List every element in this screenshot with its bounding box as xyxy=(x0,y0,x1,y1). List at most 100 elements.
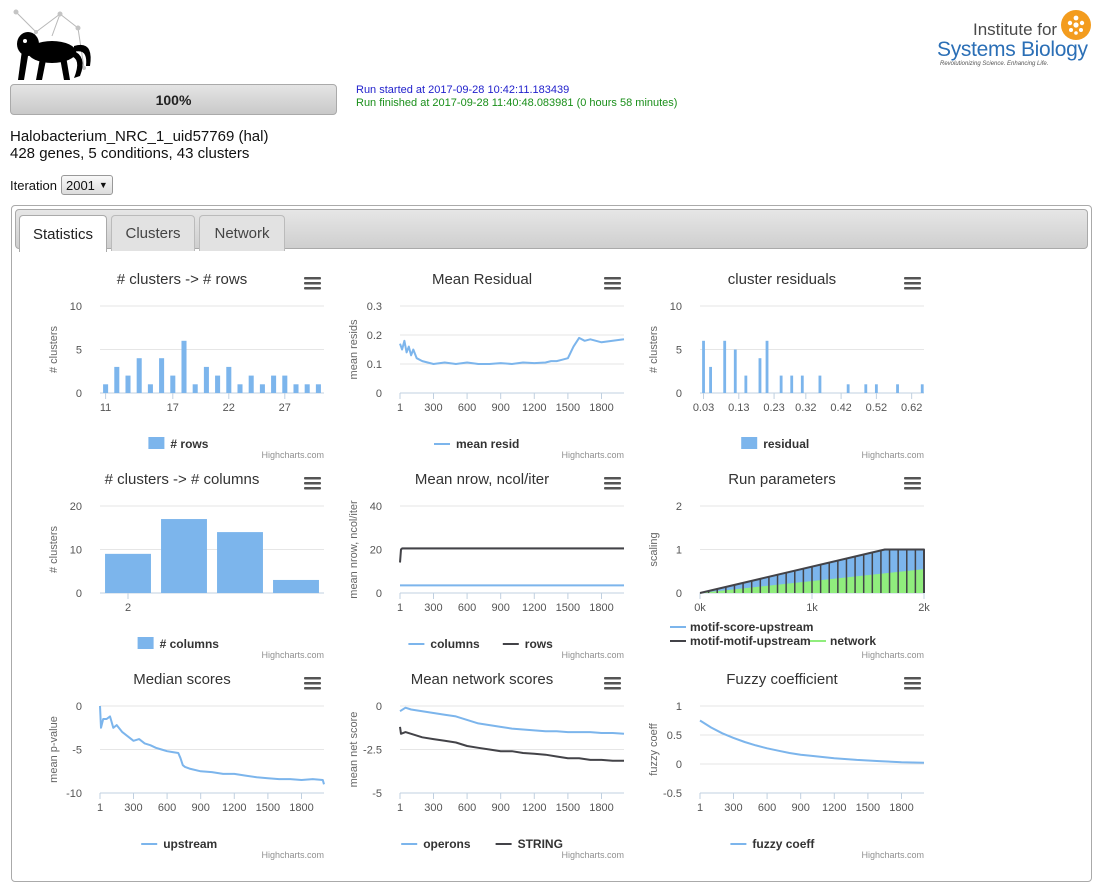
menu-icon-bar xyxy=(304,677,321,680)
menu-icon-bar xyxy=(904,482,921,485)
tab-network-label: Network xyxy=(214,225,270,242)
rows-xtick: 11 xyxy=(100,402,111,414)
cres-bar xyxy=(723,340,727,393)
iteration-row: Iteration 2001 ▼ xyxy=(10,175,113,195)
cres-legend-label: residual xyxy=(763,437,809,451)
cres-bar xyxy=(864,384,868,393)
median-title: Median scores xyxy=(133,671,231,688)
tab-strip: Statistics Clusters Network xyxy=(15,209,1088,252)
fuzzy-title: Fuzzy coefficient xyxy=(726,671,838,688)
params-ytick: 1 xyxy=(676,545,682,557)
isb-logo-line2: Systems Biology xyxy=(937,38,1088,61)
nrow-xtick: 1800 xyxy=(589,602,613,614)
median-ytick: -10 xyxy=(66,788,82,800)
netscore-xtick: 600 xyxy=(458,802,476,814)
rows-legend-label: # rows xyxy=(170,437,208,451)
cols-bar xyxy=(105,553,151,593)
cres-bar xyxy=(779,375,783,393)
monkey-logo xyxy=(8,6,94,82)
cres-bar xyxy=(765,340,769,393)
cres-bar xyxy=(846,384,850,393)
rows-ytick: 5 xyxy=(76,345,82,357)
chart-fuzzy-coefficient: Fuzzy coefficient fuzzy coeff -0.5 0 0.5 1 1 30… xyxy=(632,662,932,862)
menu-icon[interactable] xyxy=(904,277,921,290)
resid-ylabel: mean resids xyxy=(348,319,360,379)
chart-network-scores: Mean network scores mean net score -5 -2.5 0… xyxy=(332,662,632,862)
netscore-xtick: 900 xyxy=(492,802,510,814)
median-xtick: 1500 xyxy=(256,802,280,814)
menu-icon-bar xyxy=(304,687,321,690)
median-legend-label: upstream xyxy=(163,837,217,851)
fuzzy-xtick: 1200 xyxy=(822,802,846,814)
menu-icon[interactable] xyxy=(904,677,921,690)
params-title: Run parameters xyxy=(728,471,836,488)
cres-xtick: 0.62 xyxy=(901,402,922,414)
median-xtick: 1200 xyxy=(222,802,246,814)
isb-logo-tagline: Revolutionizing Science. Enhancing Life. xyxy=(940,61,1049,67)
netscore-ytick: -2.5 xyxy=(363,745,382,757)
menu-icon[interactable] xyxy=(904,477,921,490)
menu-icon[interactable] xyxy=(304,477,321,490)
cres-bar xyxy=(744,375,748,393)
menu-icon[interactable] xyxy=(604,277,621,290)
rows-bar xyxy=(103,384,109,393)
cols-credit: Highcharts.com xyxy=(261,650,324,660)
menu-icon-bar xyxy=(904,677,921,680)
params-ytick: 0 xyxy=(676,588,682,600)
netscore-legend-label: operons xyxy=(423,837,471,851)
params-area-network xyxy=(700,569,924,593)
rows-bar xyxy=(136,358,142,393)
iteration-value: 2001 xyxy=(65,177,95,193)
run-info: Run started at 2017-09-28 10:42:11.18343… xyxy=(356,84,677,110)
resid-credit: Highcharts.com xyxy=(561,450,624,460)
netscore-line-operons xyxy=(399,706,625,735)
menu-icon-bar xyxy=(304,682,321,685)
tab-clusters[interactable]: Clusters xyxy=(111,215,195,251)
nrow-ytick: 0 xyxy=(376,588,382,600)
nrow-xtick: 1200 xyxy=(522,602,546,614)
params-legend-label: network xyxy=(830,634,876,648)
resid-xtick: 900 xyxy=(492,402,510,414)
rows-bar xyxy=(315,384,321,393)
organism-summary: 428 genes, 5 conditions, 43 clusters xyxy=(10,145,250,162)
menu-icon[interactable] xyxy=(304,677,321,690)
progress-label: 100% xyxy=(155,91,192,108)
resid-ytick: 0.3 xyxy=(367,301,382,313)
menu-icon-bar xyxy=(904,682,921,685)
resid-ytick: 0.1 xyxy=(367,359,382,371)
menu-icon[interactable] xyxy=(304,277,321,290)
rows-xtick: 17 xyxy=(167,402,179,414)
fuzzy-legend-label: fuzzy coeff xyxy=(752,837,815,851)
cres-xtick: 0.23 xyxy=(763,402,784,414)
cols-bar xyxy=(217,532,263,593)
statistics-panel: Statistics Clusters Network xyxy=(11,205,1092,882)
chart-mean-residual: Mean Residual mean resids 0 0.1 0.2 0.3 1 300 60… xyxy=(332,262,632,462)
tab-statistics[interactable]: Statistics xyxy=(19,215,107,252)
menu-icon[interactable] xyxy=(604,677,621,690)
resid-line-mean resid xyxy=(399,336,625,365)
tab-network[interactable]: Network xyxy=(199,215,285,251)
fuzzy-xtick: 1800 xyxy=(889,802,913,814)
rows-ytick: 10 xyxy=(70,301,82,313)
median-xtick: 1800 xyxy=(289,802,313,814)
menu-icon-bar xyxy=(604,682,621,685)
menu-icon-bar xyxy=(904,282,921,285)
chart-columns: # clusters -> # columns # clusters 0 10 20 2 #… xyxy=(32,462,332,662)
nrow-legend-label: columns xyxy=(430,637,480,651)
menu-icon-bar xyxy=(304,477,321,480)
fuzzy-line-fuzzy coeff xyxy=(699,719,925,764)
isb-logo: Institute for Systems Biology Revolution… xyxy=(930,8,1091,72)
nrow-xtick: 1500 xyxy=(556,602,580,614)
netscore-legend-label: STRING xyxy=(518,837,563,851)
resid-xtick: 1 xyxy=(397,402,403,414)
iteration-select[interactable]: 2001 ▼ xyxy=(60,175,113,195)
rows-bar xyxy=(248,375,254,393)
nrow-ytick: 20 xyxy=(370,545,382,557)
cres-bar xyxy=(800,375,804,393)
resid-xtick: 300 xyxy=(424,402,442,414)
netscore-xtick: 300 xyxy=(424,802,442,814)
menu-icon[interactable] xyxy=(604,477,621,490)
rows-title: # clusters -> # rows xyxy=(117,271,247,288)
resid-ytick: 0.2 xyxy=(367,330,382,342)
rows-bar xyxy=(226,366,232,393)
